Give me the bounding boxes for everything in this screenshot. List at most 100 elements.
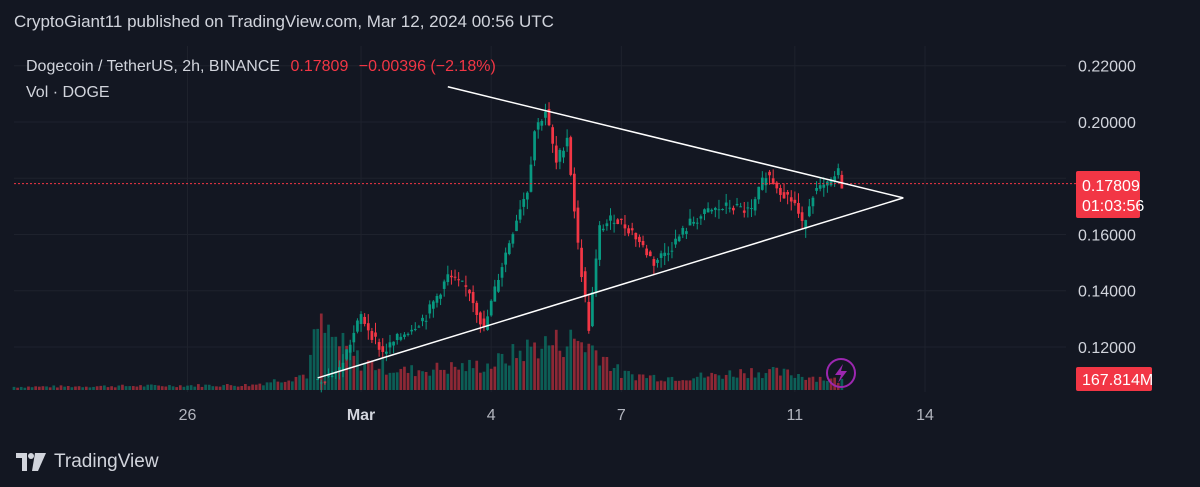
candle-body: [652, 259, 656, 266]
volume-bar: [189, 385, 193, 390]
volume-bar: [233, 385, 236, 390]
volume-bar: [811, 376, 815, 390]
candle-body: [493, 286, 497, 302]
candle-body: [681, 228, 685, 235]
candle-body: [804, 220, 808, 229]
legend-symbol[interactable]: Dogecoin / TetherUS, 2h, BINANCE: [26, 58, 281, 75]
volume-bar: [254, 384, 258, 390]
candle-body: [345, 349, 348, 360]
candle-body: [829, 179, 833, 186]
volume-bar: [630, 374, 634, 390]
candle-body: [688, 218, 692, 226]
indicator-badge[interactable]: [826, 358, 856, 388]
volume-bar: [739, 369, 742, 390]
price-tick-label: 0.14000: [1078, 284, 1136, 301]
candle-body: [450, 275, 453, 278]
volume-bar: [703, 377, 706, 390]
candle-body: [406, 333, 410, 335]
candle-body: [511, 234, 515, 244]
time-axis[interactable]: 26 Mar 4 7 11 14: [179, 407, 934, 424]
candle-body: [674, 238, 677, 245]
volume-bar: [815, 381, 818, 390]
volume-bar: [450, 362, 453, 390]
volume-bar: [88, 387, 92, 390]
legend-row-symbol: Dogecoin / TetherUS, 2h, BINANCE 0.17809…: [26, 54, 496, 80]
volume-bar: [554, 329, 558, 390]
volume-bar: [77, 386, 81, 390]
candle-body: [753, 199, 757, 211]
volume-bar: [475, 360, 479, 390]
volume-bar: [153, 384, 157, 390]
volume-bar: [652, 374, 656, 390]
candle-body: [359, 314, 363, 324]
volume-bar: [139, 385, 142, 390]
volume-bar: [627, 371, 630, 390]
volume-bar: [547, 345, 551, 390]
volume-bar: [641, 374, 645, 390]
candle-body: [717, 209, 721, 211]
candle-body: [522, 198, 526, 207]
candle-body: [417, 326, 421, 328]
volume-bar: [403, 366, 406, 390]
candle-body: [536, 122, 540, 130]
candle-body: [439, 294, 442, 299]
volume-bar: [540, 348, 544, 390]
lightning-icon-ring[interactable]: [826, 358, 856, 388]
candle-body: [811, 197, 815, 207]
time-tick-label: 26: [179, 407, 197, 424]
candle-body: [424, 320, 428, 322]
legend-volume[interactable]: Vol · DOGE: [26, 84, 110, 101]
footer: TradingView: [16, 451, 159, 473]
volume-bar: [468, 359, 471, 390]
volume-bars: [12, 313, 844, 390]
volume-bar: [193, 386, 197, 390]
volume-bar: [562, 357, 565, 390]
volume-bar: [768, 369, 771, 390]
candle-body: [587, 301, 591, 331]
volume-bar: [124, 386, 128, 390]
trendline-upper: [447, 86, 904, 199]
volume-bar: [334, 336, 338, 390]
volume-bar: [533, 342, 536, 390]
volume-bar: [789, 375, 793, 390]
volume-bar: [204, 384, 207, 390]
volume-bar: [580, 342, 583, 390]
candle-body: [330, 376, 334, 378]
volume-bar: [645, 378, 649, 390]
candle-body: [818, 185, 822, 189]
candle-body: [435, 296, 439, 303]
volume-bar: [168, 385, 171, 390]
price-axis[interactable]: 0.22000 0.20000 0.16000 0.14000 0.12000: [1078, 59, 1136, 357]
candle-body: [381, 346, 385, 352]
volume-bar: [269, 382, 273, 390]
volume-bar: [565, 346, 569, 390]
candle-body: [638, 236, 641, 243]
volume-bar: [710, 372, 714, 390]
trendlines[interactable]: [317, 86, 904, 379]
candle-body: [489, 300, 493, 316]
volume-bar: [605, 356, 609, 390]
volume-bar: [692, 378, 695, 390]
volume-bar: [518, 350, 522, 390]
volume-bar: [113, 387, 117, 390]
volume-bar: [442, 369, 446, 390]
candle-body: [728, 207, 732, 209]
volume-bar: [370, 360, 374, 390]
candle-body: [580, 247, 583, 278]
lightning-icon[interactable]: [835, 364, 847, 383]
volume-bar: [319, 313, 323, 390]
volume-bar: [19, 386, 23, 390]
trendline-lower: [317, 197, 904, 379]
candle-body: [547, 109, 551, 126]
volume-bar: [12, 386, 16, 390]
candle-body: [468, 289, 471, 294]
volume-bar: [493, 366, 497, 390]
volume-bar: [638, 374, 641, 390]
candle-body: [525, 192, 529, 200]
candle-body: [634, 232, 638, 240]
volume-bar: [280, 382, 283, 390]
candle-body: [453, 276, 457, 278]
candle-body: [779, 187, 782, 195]
candle-body: [370, 331, 374, 340]
